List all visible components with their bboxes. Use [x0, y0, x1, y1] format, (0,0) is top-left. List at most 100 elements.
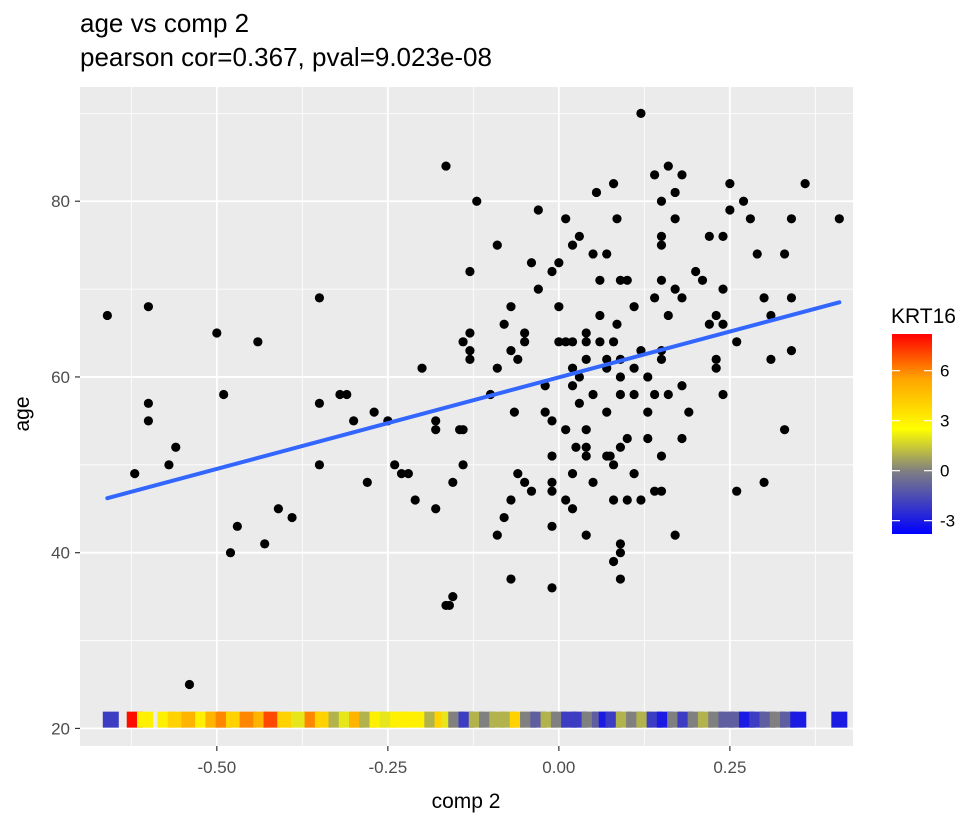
data-point [591, 187, 602, 198]
data-point [650, 170, 660, 180]
rug-tile [277, 711, 294, 728]
chart-subtitle: pearson cor=0.367, pval=9.023e-08 [80, 42, 492, 72]
data-point [448, 592, 458, 602]
data-point [314, 293, 325, 303]
data-point [602, 249, 612, 259]
y-tick-label: 40 [51, 544, 70, 563]
data-point [643, 433, 653, 444]
data-point [102, 310, 112, 321]
data-point [595, 337, 605, 347]
data-point [431, 425, 441, 435]
data-point [745, 214, 755, 224]
data-point [349, 416, 359, 426]
rug-tile [136, 711, 153, 728]
data-point [622, 495, 632, 505]
data-point [629, 469, 639, 479]
data-point [431, 416, 441, 426]
data-point [567, 504, 578, 514]
data-point [800, 179, 810, 189]
data-point [561, 214, 571, 224]
rug-tile [102, 711, 119, 728]
data-point [615, 548, 626, 558]
data-point [574, 231, 584, 241]
rug-tile [290, 711, 307, 728]
legend-title: KRT16 [891, 305, 956, 328]
data-point [506, 302, 516, 312]
x-tick-label: -0.50 [197, 758, 236, 777]
rug-tile [239, 711, 256, 728]
data-point [670, 284, 680, 294]
data-point [184, 679, 195, 690]
data-point [547, 486, 557, 496]
data-point [130, 469, 140, 479]
data-point [608, 495, 619, 505]
data-point [643, 407, 653, 417]
data-point [492, 363, 502, 373]
legend-ticks: 6 3 0 -3 [892, 362, 955, 531]
data-point [725, 179, 735, 189]
data-point [444, 600, 454, 611]
data-point [567, 240, 578, 250]
y-axis-ticks: 20 40 60 80 [51, 192, 80, 738]
data-point [608, 556, 619, 567]
data-point [636, 495, 646, 505]
data-point [465, 354, 475, 364]
data-point [779, 249, 790, 259]
data-point [643, 372, 653, 382]
data-point [786, 293, 797, 303]
data-point [520, 337, 530, 347]
data-point [629, 302, 639, 312]
data-point [567, 337, 578, 347]
x-tick-label: 0.00 [542, 758, 575, 777]
chart-title: age vs comp 2 [80, 8, 249, 38]
rug-tile [400, 711, 417, 728]
data-point [656, 275, 667, 285]
data-point [608, 179, 619, 189]
data-point [410, 495, 420, 505]
data-point [629, 363, 639, 373]
data-point [612, 319, 622, 329]
data-point [656, 354, 667, 364]
data-point [547, 521, 557, 531]
data-point [615, 539, 626, 549]
data-point [260, 539, 270, 549]
y-axis-title: age [11, 396, 34, 431]
data-point [335, 389, 345, 400]
data-point [595, 310, 605, 321]
data-point [650, 389, 660, 400]
data-point [506, 495, 516, 505]
x-tick-label: -0.25 [368, 758, 407, 777]
data-point [581, 442, 591, 452]
data-point [656, 486, 667, 496]
x-axis-title: comp 2 [432, 790, 501, 813]
rug-tile [790, 711, 807, 728]
data-point [684, 407, 694, 417]
rug-tile [181, 711, 198, 728]
legend-label: 0 [940, 462, 949, 481]
data-point [650, 293, 660, 303]
data-point [677, 293, 687, 303]
data-point [752, 249, 762, 259]
data-point [441, 161, 451, 171]
data-point [759, 477, 769, 487]
data-point [465, 346, 475, 356]
data-point [766, 354, 776, 364]
data-point [287, 512, 297, 523]
data-point [465, 266, 475, 277]
data-point [834, 214, 844, 224]
data-point [431, 504, 441, 514]
data-point [458, 337, 468, 347]
data-point [677, 170, 687, 180]
data-point [492, 530, 502, 540]
data-point [143, 416, 154, 426]
data-point [718, 284, 728, 294]
data-point [472, 196, 482, 206]
data-point [718, 231, 728, 241]
data-point [561, 425, 571, 435]
data-point [499, 319, 509, 329]
grid-major [80, 87, 853, 746]
data-point [533, 205, 543, 215]
data-point [656, 231, 667, 241]
data-point [232, 521, 242, 531]
